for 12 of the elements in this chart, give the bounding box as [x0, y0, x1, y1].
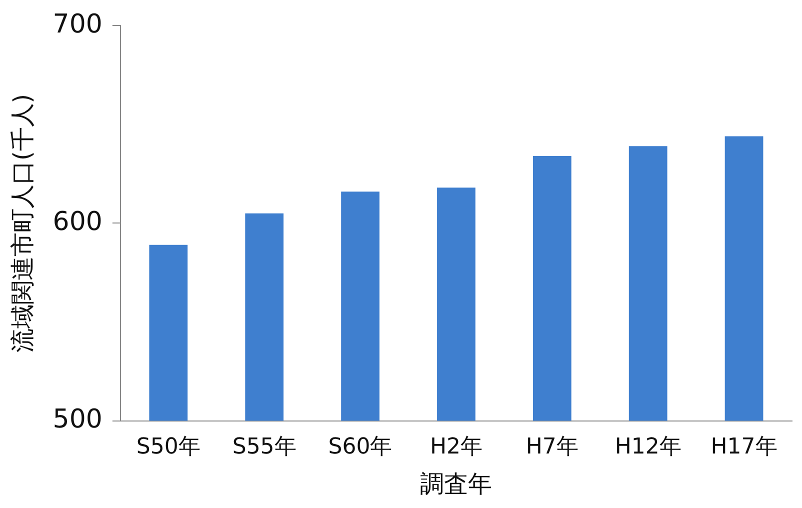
x-tick-label: H7年: [526, 434, 578, 460]
y-tick-label: 700: [52, 9, 102, 40]
x-tick-label: S55年: [232, 434, 296, 460]
x-tick-label: S50年: [136, 434, 200, 460]
y-tick-label: 500: [52, 404, 102, 435]
x-tick-label: H12年: [614, 434, 682, 460]
x-tick-label: S60年: [328, 434, 392, 460]
y-axis-title: 流域関連市町人口(千人): [8, 94, 37, 353]
x-tick-label: H2年: [430, 434, 482, 460]
x-tick-label: H17年: [710, 434, 778, 460]
y-tick-label: 600: [52, 206, 102, 237]
x-axis-title: 調査年: [420, 470, 492, 498]
